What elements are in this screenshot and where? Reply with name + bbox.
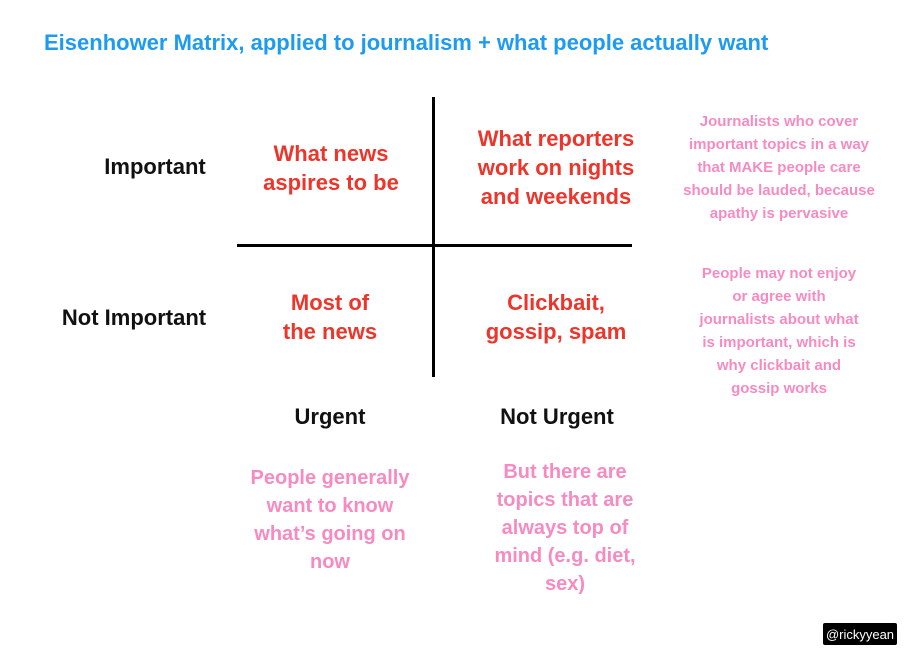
quadrant-important-not-urgent: What reporters work on nights and weeken…: [477, 126, 635, 209]
col-label-not-urgent: Not Urgent: [500, 404, 614, 429]
annotation-bottom-left: People generally want to know what’s goi…: [250, 467, 410, 573]
quadrant-not-important-not-urgent: Clickbait, gossip, spam: [485, 290, 627, 344]
col-label-urgent: Urgent: [294, 404, 366, 429]
annotation-top-right: Journalists who cover important topics i…: [683, 113, 875, 222]
annotation-middle-right: People may not enjoy or agree with journ…: [699, 265, 859, 397]
matrix-horizontal-axis-line: [237, 244, 632, 247]
quadrant-important-urgent: What news aspires to be: [263, 141, 399, 195]
annotation-bottom-right: But there are topics that are always top…: [494, 461, 636, 595]
quadrant-not-important-urgent: Most of the news: [282, 290, 378, 344]
row-label-not-important: Not Important: [61, 305, 207, 330]
matrix-vertical-axis-line: [432, 97, 435, 377]
row-label-important: Important: [104, 154, 206, 179]
page-title: Eisenhower Matrix, applied to journalism…: [44, 30, 769, 55]
author-badge: @rickyyean: [823, 623, 897, 645]
